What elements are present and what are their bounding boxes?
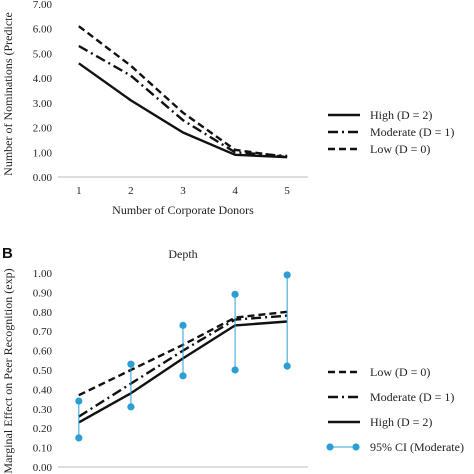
y-tick-label: 5.00 — [33, 48, 53, 60]
legend-label: Low (D = 0) — [370, 142, 430, 156]
legend-marker — [352, 443, 360, 451]
ci-lower-point — [179, 372, 187, 380]
panel-a-series — [78, 25, 288, 159]
legend-label: Low (D = 0) — [370, 365, 430, 379]
x-tick-label: 2 — [128, 185, 134, 197]
ci-upper-point — [127, 360, 135, 368]
panel-a-legend: High (D = 2) Moderate (D = 1) Low (D = 0) — [328, 108, 454, 156]
y-tick-label: 0.80 — [33, 307, 53, 319]
x-tick-label: 1 — [76, 185, 82, 197]
panel-b: B Depth 0.00 0.10 0.20 0.30 0.40 0.50 0.60 0.70… — [1, 245, 464, 474]
y-tick-label: 0.90 — [33, 287, 53, 299]
legend-label: Moderate (D = 1) — [370, 125, 454, 139]
y-tick-label: 0.20 — [33, 423, 53, 435]
panel-a-y-ticks: 0.00 1.00 2.00 3.00 4.00 5.00 6.00 7.00 — [33, 0, 53, 184]
y-tick-label: 0.00 — [33, 172, 53, 184]
y-tick-label: 1.00 — [33, 147, 53, 159]
legend-label: High (D = 2) — [370, 108, 432, 122]
y-tick-label: 0.50 — [33, 365, 53, 377]
ci-upper-point — [231, 290, 239, 298]
ci-lower-point — [75, 434, 83, 442]
y-tick-label: 0.40 — [33, 384, 53, 396]
legend-marker — [326, 443, 334, 451]
y-tick-label: 0.00 — [33, 462, 53, 474]
y-tick-label: 6.00 — [33, 24, 53, 36]
panel-b-title: Depth — [168, 247, 197, 261]
ci-lower-point — [127, 403, 135, 411]
y-tick-label: 0.70 — [33, 326, 53, 338]
ci-upper-point — [75, 397, 83, 405]
series-line — [78, 62, 288, 159]
panel-b-y-axis-label: Marginal Effect on Peer Recognition (exp… — [1, 268, 15, 473]
y-tick-label: 2.00 — [33, 123, 53, 135]
x-tick-label: 4 — [232, 185, 238, 197]
y-tick-label: 3.00 — [33, 98, 53, 110]
panel-a-y-axis-label: Number of Nominations (Predicte — [1, 12, 15, 176]
y-tick-label: 4.00 — [33, 73, 53, 85]
panel-b-label: B — [2, 245, 13, 262]
ci-upper-point — [283, 271, 291, 279]
y-tick-label: 0.60 — [33, 346, 53, 358]
ci-lower-point — [231, 366, 239, 374]
series-line — [78, 25, 288, 159]
panel-b-confidence-intervals — [75, 271, 291, 442]
series-line — [78, 44, 288, 158]
panel-b-legend: Low (D = 0) Moderate (D = 1) High (D = 2) 9… — [326, 365, 464, 454]
legend-label: 95% CI (Moderate) — [370, 440, 464, 454]
y-tick-label: 0.10 — [33, 443, 53, 455]
legend-label: Moderate (D = 1) — [370, 390, 454, 404]
panel-a-x-ticks: 1 2 3 4 5 — [76, 185, 290, 197]
legend-label: High (D = 2) — [370, 415, 432, 429]
panel-a: 0.00 1.00 2.00 3.00 4.00 5.00 6.00 7.00 1 2 3 4 5 N… — [1, 0, 454, 217]
x-tick-label: 5 — [284, 185, 290, 197]
y-tick-label: 0.30 — [33, 404, 53, 416]
panel-b-y-ticks: 0.00 0.10 0.20 0.30 0.40 0.50 0.60 0.70 0.80 0.90… — [33, 268, 53, 474]
panel-a-x-axis-label: Number of Corporate Donors — [112, 203, 254, 217]
x-tick-label: 3 — [180, 185, 186, 197]
ci-upper-point — [179, 321, 187, 329]
y-tick-label: 7.00 — [33, 0, 53, 11]
ci-lower-point — [283, 362, 291, 370]
y-tick-label: 1.00 — [33, 268, 53, 280]
